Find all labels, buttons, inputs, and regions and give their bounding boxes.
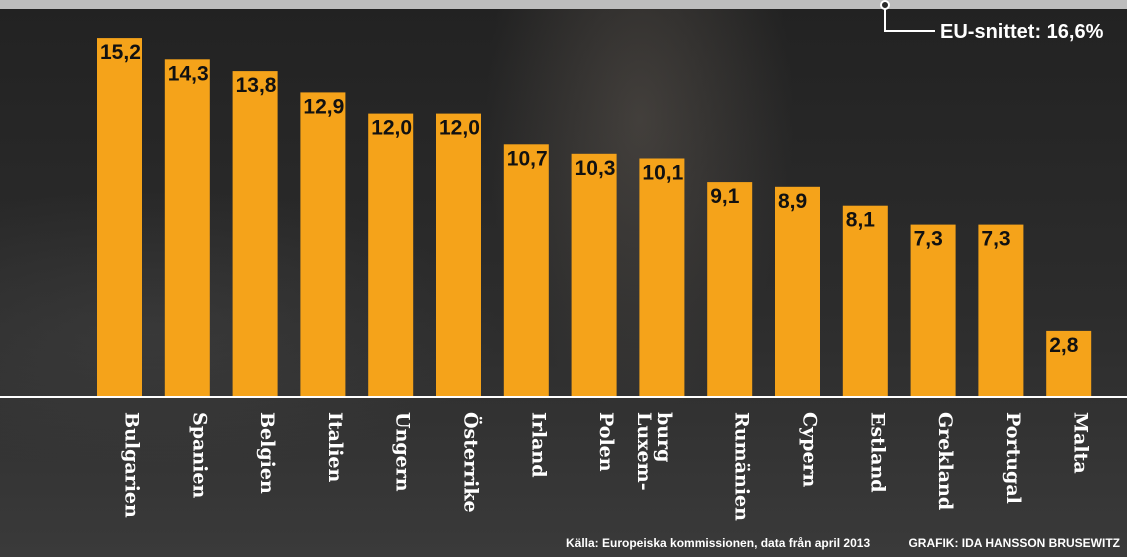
- bar-value-label: 10,7: [507, 147, 548, 170]
- category-label: Ungern: [392, 412, 414, 492]
- category-label-line: Rumänien: [731, 412, 753, 521]
- bars-group: 15,2 14,3 13,8 12,9 12,0 12,0 10,7 10,3 10,1 9,1 8…: [97, 38, 1092, 398]
- category-label: Bulgarien: [121, 412, 143, 518]
- category-label: Italien: [324, 412, 346, 482]
- category-label-line: Bulgarien: [121, 412, 143, 518]
- category-label: Rumänien: [731, 412, 753, 521]
- bar-9: [639, 158, 685, 397]
- bar-value-label: 2,8: [1049, 334, 1079, 357]
- category-label: Spanien: [188, 412, 210, 498]
- bar-value-label: 13,8: [236, 74, 277, 97]
- bar-value-label: 8,9: [778, 190, 807, 213]
- bar-value-label: 12,0: [439, 117, 480, 140]
- category-label: Grekland: [934, 412, 956, 510]
- bar-value-label: 9,1: [710, 185, 740, 208]
- category-label-line: Estland: [866, 412, 888, 493]
- eu-average-dot: [880, 0, 890, 10]
- category-label-line: Italien: [324, 412, 346, 482]
- category-label-line: Cypern: [799, 412, 821, 488]
- category-label-line: Portugal: [1002, 412, 1024, 504]
- eu-average-leader-line: [884, 9, 935, 32]
- category-label: Cypern: [799, 412, 821, 488]
- bar-5: [368, 113, 414, 397]
- category-label-line: Belgien: [256, 412, 278, 494]
- bar-12: [842, 205, 888, 397]
- bar-value-label: 12,0: [371, 117, 412, 140]
- category-label-line: Österrike: [460, 412, 483, 513]
- category-label-line: Spanien: [188, 412, 210, 498]
- category-label-line: Luxem-: [633, 412, 655, 491]
- category-label: Belgien: [256, 412, 278, 494]
- bar-value-label: 8,1: [846, 209, 876, 232]
- bar-1: [97, 38, 142, 397]
- bar-value-label: 7,3: [981, 228, 1010, 251]
- source-note: Källa: Europeiska kommissionen, data frå…: [566, 536, 870, 550]
- category-label: Irland: [527, 412, 549, 478]
- category-label-line: Malta: [1070, 412, 1092, 474]
- bar-10: [707, 182, 753, 397]
- bar-11: [775, 186, 820, 397]
- category-label: Portugal: [1002, 412, 1024, 504]
- bar-4: [300, 92, 346, 398]
- bar-6: [436, 113, 481, 397]
- category-label: Luxem-burg: [633, 412, 675, 491]
- top-strip: [0, 0, 1127, 9]
- category-label: Estland: [866, 412, 888, 493]
- category-label-line: Ungern: [392, 412, 414, 492]
- category-label-line: burg: [653, 412, 675, 462]
- bar-7: [503, 144, 549, 397]
- bar-value-label: 10,1: [642, 162, 683, 185]
- bar-value-label: 14,3: [168, 62, 209, 85]
- bar-value-label: 10,3: [575, 157, 616, 180]
- bar-3: [232, 71, 278, 397]
- category-label: Malta: [1070, 412, 1092, 474]
- category-label-line: Polen: [595, 412, 617, 472]
- bar-value-label: 15,2: [100, 41, 141, 64]
- category-label: Österrike: [460, 412, 483, 513]
- category-label-line: Grekland: [934, 412, 956, 510]
- category-label: Polen: [595, 412, 617, 472]
- bar-value-label: 12,9: [303, 95, 344, 118]
- category-label-line: Irland: [527, 412, 549, 478]
- bar-value-label: 7,3: [914, 228, 943, 251]
- eu-average-marker: EU-snittet: 16,6%: [880, 0, 1104, 43]
- bar-8: [571, 153, 617, 397]
- bar-15: [1046, 330, 1092, 397]
- bar-14: [978, 224, 1024, 397]
- bar-13: [910, 224, 956, 397]
- eu-average-label: EU-snittet: 16,6%: [940, 21, 1104, 43]
- bar-2: [164, 59, 210, 398]
- credit-note: GRAFIK: IDA HANSSON BRUSEWITZ: [908, 536, 1120, 550]
